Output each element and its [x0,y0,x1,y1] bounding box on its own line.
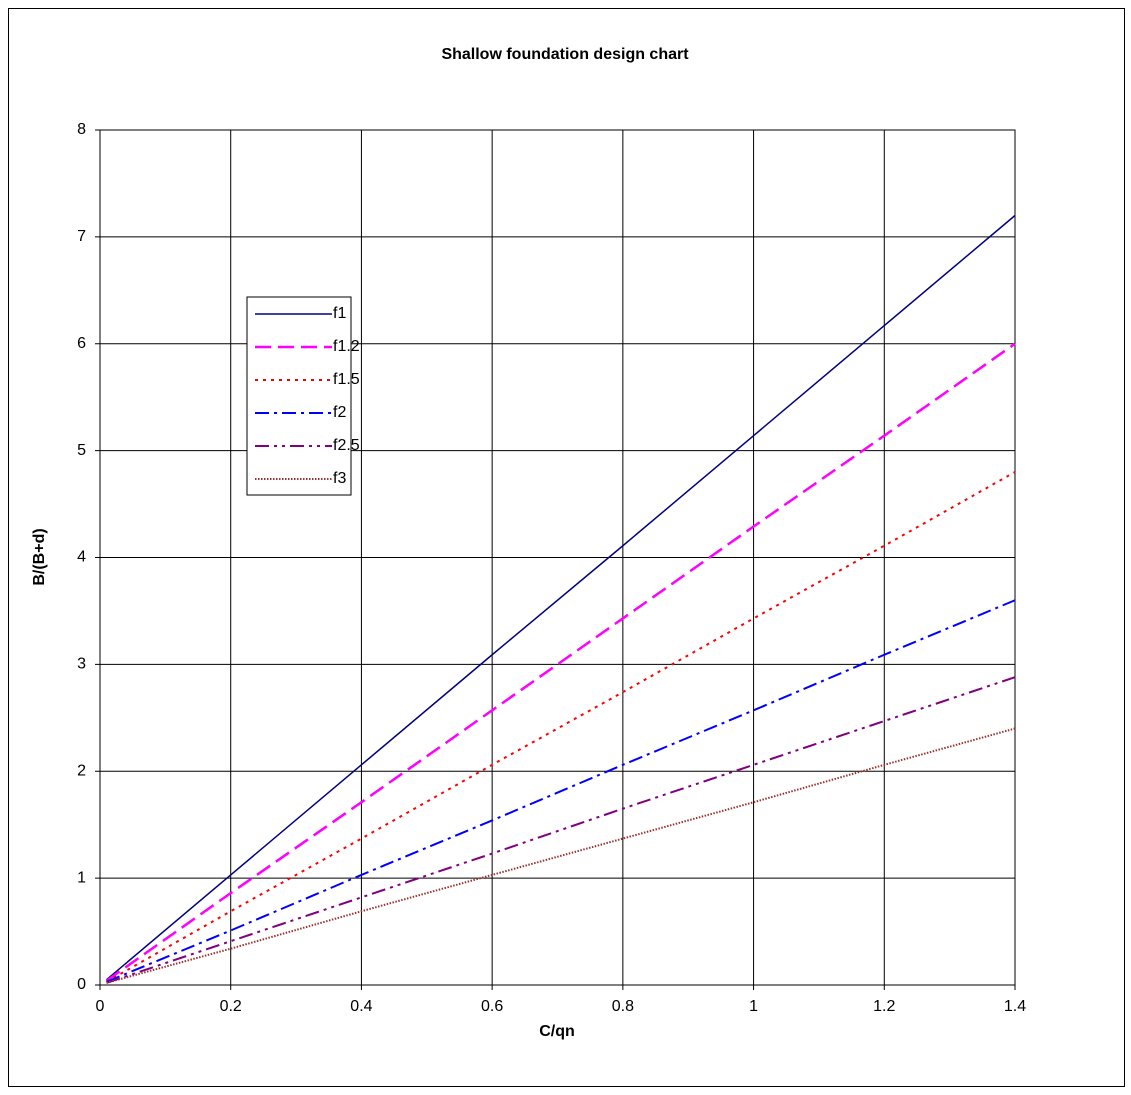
chart-title: Shallow foundation design chart [441,46,689,63]
series-line [106,471,1016,983]
legend-label: f2.5 [333,437,360,454]
series-line [106,214,1016,981]
series-line [106,676,1016,984]
x-tick-label: 0.6 [481,998,503,1015]
legend-box [246,296,352,496]
x-tick-label: 1.2 [873,998,895,1015]
y-tick-label: 4 [77,549,86,566]
plot-area [99,129,1016,986]
y-tick-label: 5 [77,442,86,459]
x-axis-label: C/qn [539,1023,575,1040]
y-tick-label: 2 [77,762,86,779]
y-tick-label: 3 [77,656,86,673]
x-tick-label: 0.4 [350,998,372,1015]
series-line [105,342,1016,982]
y-axis-label: B/(B+d) [31,528,48,585]
y-tick-label: 6 [77,335,86,352]
legend-label: f1.5 [333,371,360,388]
series-line [106,599,1016,983]
y-tick-label: 7 [77,228,86,245]
y-tick-label: 1 [77,869,86,886]
y-tick-label: 0 [77,976,86,993]
legend-label: f3 [333,470,346,487]
legend-label: f1 [333,305,346,322]
x-tick-label: 0.2 [220,998,242,1015]
series-line [106,727,1016,984]
y-tick-label: 8 [77,121,86,138]
x-tick-label: 0.8 [612,998,634,1015]
x-tick-label: 1.4 [1004,998,1026,1015]
legend-label: f2 [333,404,346,421]
legend-label: f1.2 [333,338,360,355]
chart-border [8,8,1125,1087]
x-tick-label: 1 [749,998,758,1015]
x-tick-label: 0 [96,998,105,1015]
